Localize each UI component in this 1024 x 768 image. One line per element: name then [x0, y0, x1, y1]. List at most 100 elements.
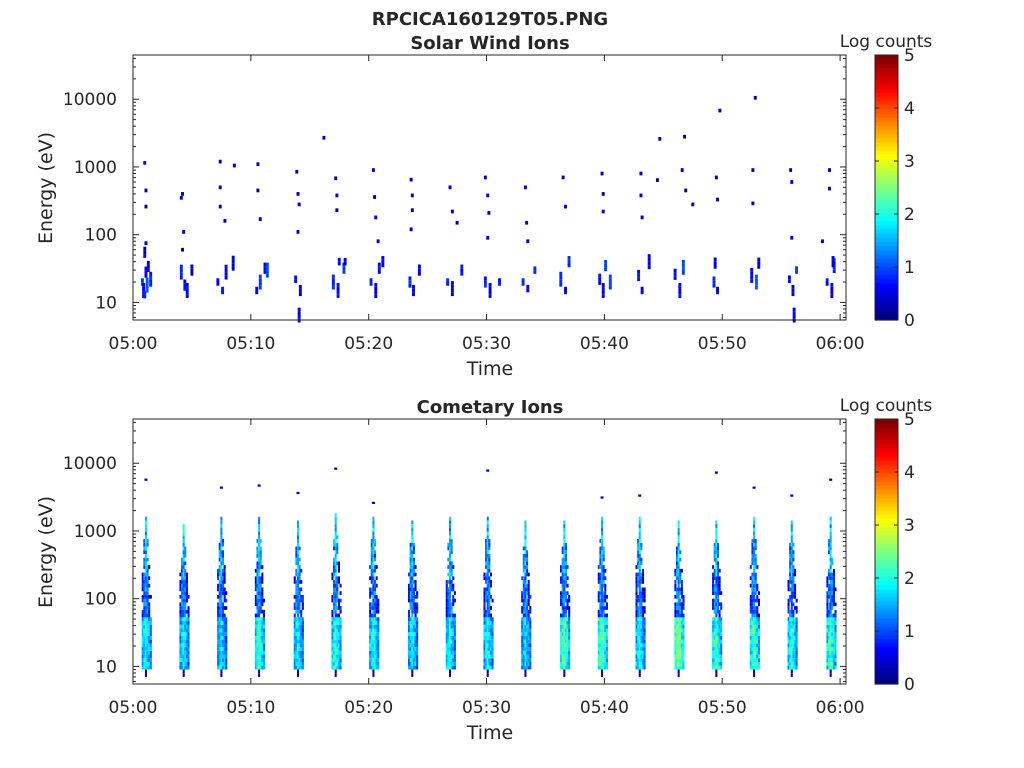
- heatmap-cell: [296, 621, 300, 625]
- heatmap-cell: [447, 557, 450, 562]
- heatmap-cell: [374, 602, 377, 607]
- heatmap-cell: [787, 621, 790, 625]
- heatmap-cell: [635, 613, 638, 618]
- heatmap-cell: [638, 598, 641, 603]
- heatmap-cell: [485, 639, 488, 644]
- heatmap-cell: [144, 665, 147, 670]
- heatmap-cell: [601, 639, 604, 644]
- heatmap-cell: [334, 591, 337, 595]
- heatmap-cell: [144, 561, 147, 566]
- heatmap-cell: [450, 613, 453, 618]
- heatmap-cell: [218, 591, 221, 595]
- heatmap-cell: [677, 576, 680, 581]
- heatmap-cell: [374, 583, 377, 588]
- heatmap-cell: [375, 598, 378, 603]
- heatmap-cell: [751, 561, 754, 566]
- heatmap-cell: [832, 583, 835, 588]
- heatmap-cell: [826, 647, 829, 651]
- heatmap-cell: [259, 565, 262, 569]
- heatmap-cell: [720, 643, 723, 648]
- heatmap-cell: [715, 587, 718, 592]
- heatmap-cell: [412, 621, 415, 625]
- heatmap-cell: [489, 665, 493, 670]
- heatmap-cell: [753, 635, 756, 640]
- heatmap-cell: [184, 598, 187, 603]
- heatmap-cell: [486, 591, 489, 595]
- heatmap-cell: [641, 665, 645, 670]
- heatmap-cell: [297, 311, 301, 316]
- heatmap-cell: [526, 565, 529, 569]
- heatmap-cell: [337, 635, 340, 640]
- heatmap-cell: [334, 609, 337, 614]
- heatmap-cell: [453, 647, 456, 651]
- heatmap-cell: [526, 658, 529, 663]
- heatmap-cell: [374, 587, 377, 592]
- heatmap-cell: [450, 639, 453, 644]
- colorbar-segment: [875, 439, 898, 445]
- heatmap-cell: [218, 546, 221, 551]
- heatmap-cell: [185, 628, 188, 633]
- heatmap-cell: [296, 568, 300, 573]
- x-tick-label: 05:30: [462, 698, 511, 718]
- heatmap-cell: [834, 665, 837, 670]
- heatmap-cell: [485, 580, 488, 584]
- heatmap-cell: [483, 598, 486, 603]
- heatmap-cell: [372, 531, 375, 536]
- heatmap-cell: [181, 665, 184, 670]
- heatmap-cell: [521, 606, 524, 610]
- heatmap-cell: [599, 632, 602, 636]
- heatmap-cell: [217, 624, 220, 629]
- heatmap-cell: [561, 617, 564, 622]
- heatmap-cell: [597, 639, 600, 644]
- heatmap-cell: [834, 650, 837, 655]
- heatmap-cell: [416, 617, 419, 622]
- heatmap-cell: [483, 635, 486, 640]
- heatmap-cell: [718, 635, 721, 640]
- heatmap-cell: [446, 282, 450, 286]
- heatmap-cell: [185, 635, 188, 640]
- heatmap-cell: [181, 594, 184, 599]
- colorbar-segment: [875, 278, 898, 284]
- heatmap-cell: [337, 632, 340, 636]
- heatmap-cell: [751, 609, 754, 614]
- heatmap-cell: [217, 609, 220, 614]
- heatmap-cell: [795, 632, 798, 636]
- heatmap-cell: [566, 583, 569, 588]
- heatmap-cell: [372, 669, 375, 674]
- heatmap-cell: [217, 643, 220, 648]
- colorbar-segment: [875, 663, 898, 669]
- colorbar-segment: [875, 568, 898, 573]
- heatmap-cell: [293, 580, 296, 584]
- heatmap-cell: [143, 628, 146, 633]
- heatmap-cell: [483, 654, 486, 659]
- heatmap-cell: [675, 635, 679, 640]
- heatmap-cell: [753, 568, 756, 573]
- heatmap-cell: [564, 643, 567, 648]
- heatmap-cell: [372, 527, 375, 532]
- heatmap-cell: [526, 635, 529, 640]
- heatmap-cell: [597, 598, 600, 603]
- heatmap-cell: [793, 658, 797, 663]
- heatmap-cell: [184, 587, 187, 592]
- heatmap-cell: [144, 654, 147, 659]
- heatmap-cell: [372, 609, 375, 614]
- heatmap-cell: [483, 594, 486, 599]
- heatmap-cell: [141, 572, 144, 577]
- colorbar-tick-label: 2: [904, 569, 915, 589]
- heatmap-cell: [144, 583, 147, 588]
- heatmap-cell: [526, 587, 529, 592]
- heatmap-cell: [715, 535, 718, 540]
- heatmap-cell: [262, 613, 265, 618]
- heatmap-cell: [526, 568, 529, 573]
- heatmap-cell: [184, 602, 187, 607]
- heatmap-cell: [218, 594, 221, 599]
- heatmap-cell: [599, 561, 602, 566]
- heatmap-cell: [448, 643, 452, 648]
- heatmap-cell: [259, 628, 262, 633]
- heatmap-cell: [641, 658, 645, 663]
- heatmap-cell: [563, 520, 566, 525]
- heatmap-cell: [491, 598, 494, 603]
- heatmap-cell: [225, 643, 228, 648]
- heatmap-cell: [149, 635, 152, 640]
- heatmap-cell: [409, 542, 412, 547]
